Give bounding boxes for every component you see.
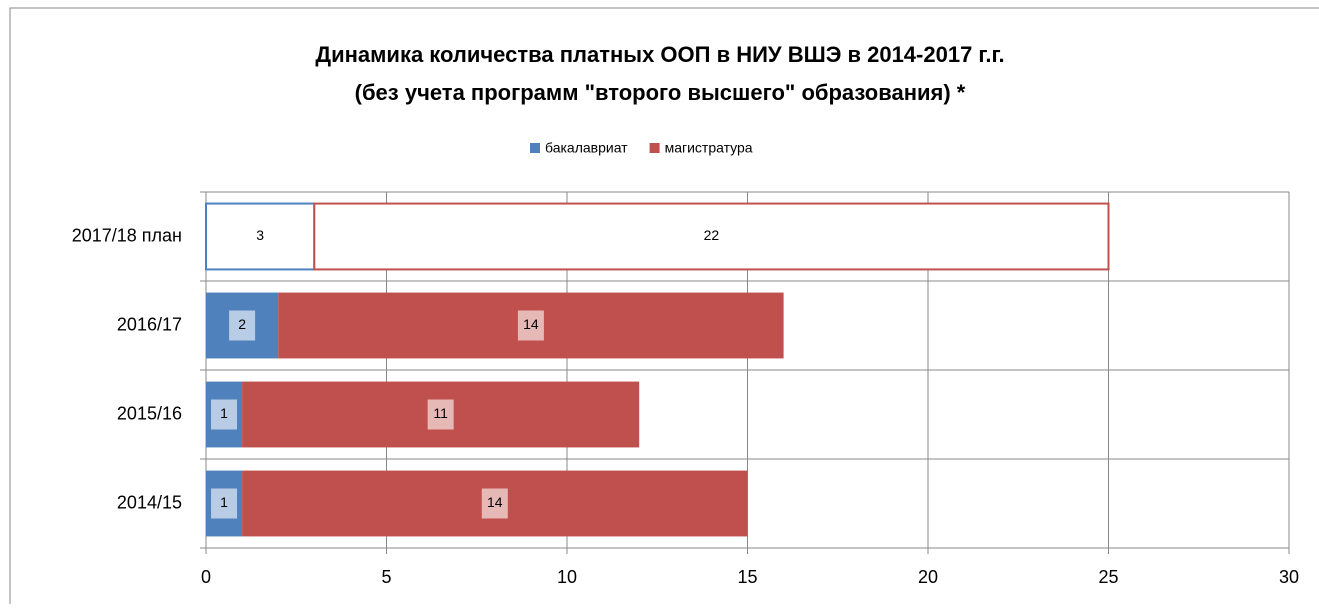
x-tick-label: 5: [381, 567, 391, 587]
bar: [205, 202, 316, 271]
value-label-bg: [211, 399, 238, 430]
legend-label: бакалавриат: [545, 140, 628, 156]
chart-title: (без учета программ "второго высшего" об…: [355, 80, 966, 105]
value-label: 1: [220, 494, 228, 510]
x-tick-label: 30: [1279, 567, 1299, 587]
x-tick-label: 25: [1098, 567, 1118, 587]
value-label: 1: [220, 405, 228, 421]
value-label: 14: [487, 494, 503, 510]
value-label: 2: [238, 316, 246, 332]
value-label-bg: [481, 488, 508, 519]
x-tick-label: 0: [201, 567, 211, 587]
value-label: 14: [523, 316, 539, 332]
y-tick-label: 2014/15: [117, 492, 182, 512]
value-label-bg: [427, 399, 454, 430]
value-label-bg: [211, 488, 238, 519]
y-tick-label: 2016/17: [117, 314, 182, 334]
y-tick-label: 2015/16: [117, 403, 182, 423]
chart-title: Динамика количества платных ООП в НИУ ВШ…: [315, 42, 1004, 67]
value-label-bg: [229, 310, 256, 341]
x-tick-label: 15: [737, 567, 757, 587]
value-label: 22: [704, 227, 720, 243]
value-label: 3: [256, 227, 264, 243]
value-label: 11: [433, 405, 448, 421]
y-tick-label: 2017/18 план: [72, 225, 182, 245]
x-tick-label: 20: [918, 567, 938, 587]
legend-label: магистратура: [665, 140, 753, 156]
bar: [313, 202, 1110, 271]
x-tick-label: 10: [557, 567, 577, 587]
legend-swatch: [530, 143, 540, 153]
legend-swatch: [649, 143, 660, 153]
value-label-bg: [517, 310, 544, 341]
